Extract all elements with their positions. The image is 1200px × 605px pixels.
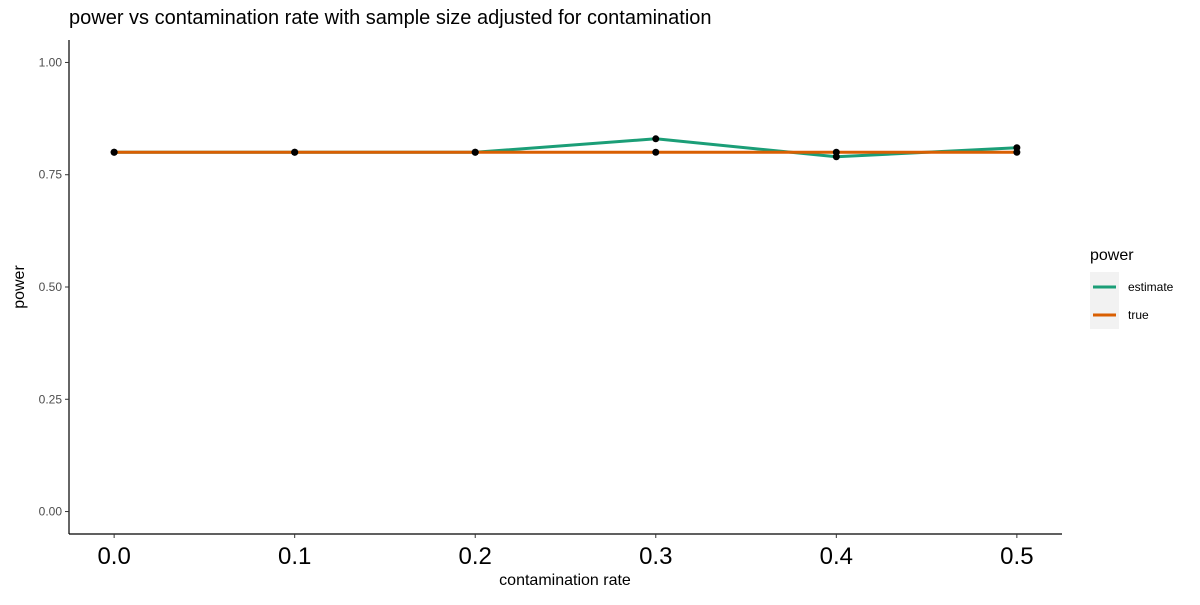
legend-title: power <box>1090 247 1134 264</box>
y-tick-label: 1.00 <box>39 55 63 69</box>
y-tick-label: 0.00 <box>39 505 63 519</box>
data-point-estimate <box>652 135 660 143</box>
data-point-true <box>110 148 118 156</box>
x-tick-label: 0.2 <box>459 543 492 570</box>
legend: power estimate true <box>1090 247 1174 329</box>
x-axis-label: contamination rate <box>499 572 631 589</box>
y-tick-label: 0.50 <box>39 280 63 294</box>
x-tick-label: 0.5 <box>1000 543 1033 570</box>
y-ticks: 0.00 0.25 0.50 0.75 1.00 <box>39 55 69 519</box>
chart-title: power vs contamination rate with sample … <box>69 7 712 29</box>
x-tick-label: 0.4 <box>820 543 853 570</box>
x-tick-label: 0.0 <box>97 543 130 570</box>
x-tick-label: 0.1 <box>278 543 311 570</box>
data-point-true <box>832 148 840 156</box>
legend-label-true: true <box>1128 308 1149 322</box>
y-tick-label: 0.25 <box>39 392 63 406</box>
y-axis-label: power <box>11 265 28 309</box>
x-ticks: 0.0 0.1 0.2 0.3 0.4 0.5 <box>97 534 1034 570</box>
legend-label-estimate: estimate <box>1128 280 1174 294</box>
data-point-true <box>652 148 660 156</box>
legend-items: estimate true <box>1093 280 1174 322</box>
series-line-estimate <box>114 137 1017 159</box>
legend-key-background <box>1090 272 1119 329</box>
data-point-true <box>291 148 299 156</box>
plot-area <box>110 135 1021 161</box>
data-point-true <box>1013 148 1021 156</box>
y-tick-label: 0.75 <box>39 168 63 182</box>
data-point-true <box>471 148 479 156</box>
x-tick-label: 0.3 <box>639 543 672 570</box>
